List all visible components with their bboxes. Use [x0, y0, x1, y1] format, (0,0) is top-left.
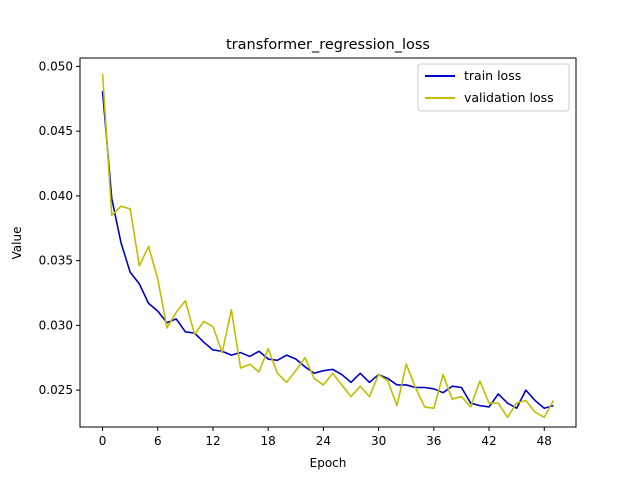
x-tick-label: 36	[426, 434, 441, 448]
chart-title: transformer_regression_loss	[226, 37, 430, 53]
y-tick-label: 0.025	[39, 383, 73, 397]
legend: train loss validation loss	[417, 63, 570, 112]
axis-ticks: 0 6 12 18 24 30 36 42 48 0.025 0.030 0.035 0.040 0.04…	[39, 59, 552, 448]
y-tick-label: 0.040	[39, 189, 73, 203]
legend-frame	[417, 63, 570, 112]
y-axis-title: Value	[10, 227, 24, 260]
series-line-train-loss	[101, 90, 554, 410]
y-tick-label: 0.045	[39, 124, 73, 138]
x-tick-label: 30	[371, 434, 386, 448]
legend-label-validation-loss: validation loss	[464, 90, 554, 105]
x-tick-label: 48	[537, 434, 552, 448]
plot-area-frame	[79, 57, 577, 428]
series-line-validation-loss	[101, 74, 555, 419]
x-tick-label: 42	[481, 434, 496, 448]
x-tick-label: 12	[205, 434, 220, 448]
y-tick-label: 0.050	[39, 59, 73, 73]
x-tick-label: 24	[316, 434, 331, 448]
legend-label-train-loss: train loss	[464, 68, 521, 83]
series-layer	[101, 74, 555, 419]
x-tick-label: 18	[261, 434, 276, 448]
x-tick-label: 0	[99, 434, 107, 448]
x-tick-label: 6	[154, 434, 162, 448]
x-axis-title: Epoch	[310, 456, 347, 470]
y-tick-label: 0.035	[39, 254, 73, 268]
y-tick-label: 0.030	[39, 318, 73, 332]
